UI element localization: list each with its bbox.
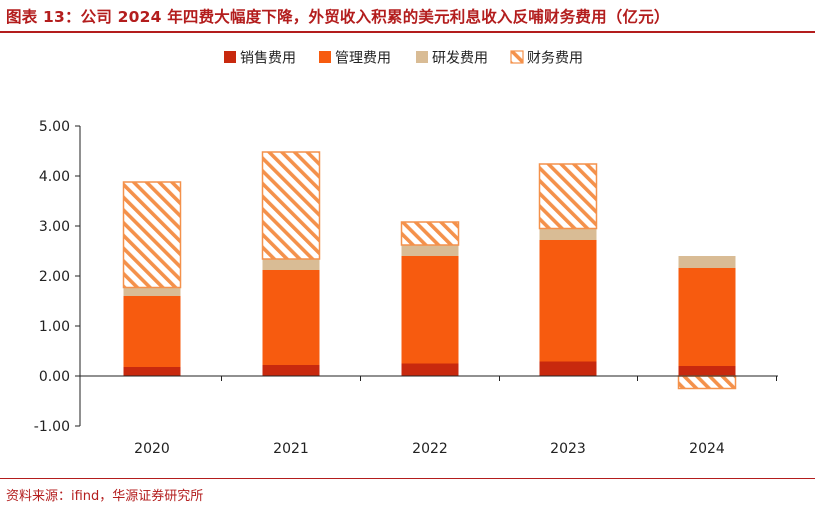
y-tick-label: -1.00 bbox=[34, 419, 70, 435]
bar-2021-series-1 bbox=[262, 365, 320, 376]
x-axis: 2020 2021 2022 2023 2024 bbox=[79, 375, 778, 457]
y-tick-label: 0.00 bbox=[39, 369, 70, 385]
bar-2022-series-1 bbox=[401, 363, 459, 376]
bar-2024-series-4 bbox=[677, 375, 737, 390]
y-axis: 5.00 4.00 3.00 2.00 1.00 0.00 -1.00 bbox=[34, 119, 81, 435]
legend-label-3: 研发费用 bbox=[432, 51, 488, 67]
source-divider bbox=[0, 478, 815, 479]
bar-2024-series-3 bbox=[678, 256, 736, 268]
x-tick-label: 2021 bbox=[273, 441, 309, 457]
bar-2023-series-1 bbox=[539, 361, 597, 376]
bar-2020-series-4 bbox=[122, 181, 182, 289]
bar-2020-series-3 bbox=[123, 287, 181, 296]
bar-2020-series-2 bbox=[123, 296, 181, 367]
bar-2021-series-4 bbox=[261, 151, 321, 260]
title-bar bbox=[0, 0, 815, 33]
legend-label-2: 管理费用 bbox=[335, 51, 391, 67]
bar-2024-series-1 bbox=[678, 366, 736, 376]
stacked-bar-chart: 销售费用 管理费用 研发费用 财务费用 5.00 4.00 3.00 2.00 1.00 0.0… bbox=[34, 50, 778, 457]
bar-2023-series-2 bbox=[539, 240, 597, 362]
source-note: 资料来源：ifind，华源证券研究所 bbox=[6, 489, 204, 504]
bar-2023-series-4 bbox=[538, 163, 598, 230]
x-tick-label: 2024 bbox=[689, 441, 725, 457]
x-tick-label: 2023 bbox=[550, 441, 586, 457]
bar-2022-series-4 bbox=[400, 221, 460, 246]
y-tick-label: 3.00 bbox=[39, 219, 70, 235]
y-tick-label: 1.00 bbox=[39, 319, 70, 335]
legend-label-4: 财务费用 bbox=[527, 51, 583, 67]
legend-swatch-3 bbox=[416, 51, 428, 63]
bar-2022-series-3 bbox=[401, 245, 459, 256]
bar-2023-series-3 bbox=[539, 228, 597, 240]
x-tick-label: 2020 bbox=[134, 441, 170, 457]
bar-2024-series-2 bbox=[678, 268, 736, 366]
legend-swatch-1 bbox=[224, 51, 236, 63]
y-tick-label: 4.00 bbox=[39, 169, 70, 185]
bar-2021-series-2 bbox=[262, 270, 320, 365]
legend-swatch-2 bbox=[319, 51, 331, 63]
chart-title: 图表 13：公司 2024 年四费大幅度下降，外贸收入积累的美元利息收入反哺财务… bbox=[6, 8, 670, 26]
y-tick-label: 2.00 bbox=[39, 269, 70, 285]
bars bbox=[122, 151, 737, 390]
x-tick-label: 2022 bbox=[412, 441, 448, 457]
bar-2021-series-3 bbox=[262, 259, 320, 270]
bar-2022-series-2 bbox=[401, 256, 459, 364]
legend: 销售费用 管理费用 研发费用 财务费用 bbox=[224, 50, 583, 67]
y-tick-label: 5.00 bbox=[39, 119, 70, 135]
legend-swatch-4 bbox=[510, 50, 524, 64]
bar-2020-series-1 bbox=[123, 367, 181, 376]
legend-label-1: 销售费用 bbox=[240, 51, 296, 67]
